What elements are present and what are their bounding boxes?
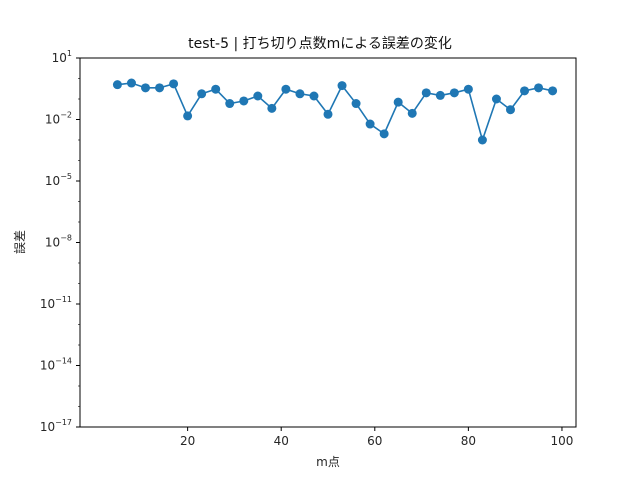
y-tick-label: 10−14 bbox=[40, 357, 72, 373]
y-tick-label: 10−5 bbox=[45, 172, 72, 188]
data-point bbox=[253, 91, 263, 101]
data-point bbox=[421, 88, 431, 98]
x-tick-label: 20 bbox=[180, 434, 195, 448]
data-point bbox=[155, 83, 165, 93]
data-point bbox=[267, 103, 277, 113]
data-point bbox=[393, 97, 403, 107]
x-tick-label: 100 bbox=[551, 434, 574, 448]
data-point bbox=[281, 84, 291, 94]
chart-title: test-5 | 打ち切り点数mによる誤差の変化 bbox=[188, 35, 452, 52]
data-point bbox=[365, 119, 375, 129]
data-point bbox=[169, 79, 179, 89]
data-point bbox=[141, 83, 151, 93]
y-tick-label: 10−11 bbox=[40, 295, 72, 311]
x-axis-ticks: 20 40 60 80 100 bbox=[180, 427, 573, 448]
y-tick-label: 101 bbox=[52, 49, 72, 65]
data-point bbox=[449, 88, 459, 98]
x-tick-label: 60 bbox=[367, 434, 382, 448]
data-point bbox=[520, 86, 530, 96]
data-point bbox=[112, 80, 122, 90]
data-point bbox=[435, 90, 445, 100]
data-point bbox=[463, 84, 473, 94]
data-point bbox=[309, 91, 319, 101]
data-point bbox=[379, 129, 389, 139]
x-tick-label: 80 bbox=[461, 434, 476, 448]
y-tick-label: 10−17 bbox=[40, 418, 72, 434]
x-tick-label: 40 bbox=[274, 434, 289, 448]
data-point bbox=[126, 78, 136, 88]
data-point bbox=[548, 86, 558, 96]
data-point bbox=[211, 84, 221, 94]
data-point bbox=[239, 96, 249, 106]
data-point bbox=[337, 81, 347, 91]
data-point bbox=[491, 94, 501, 104]
data-point bbox=[295, 89, 305, 99]
data-point bbox=[534, 83, 544, 93]
data-point bbox=[197, 89, 207, 99]
data-point bbox=[183, 111, 193, 121]
data-point bbox=[351, 99, 361, 109]
y-axis-ticks: 101 10−2 10−5 10−8 10−11 10−14 10−17 bbox=[40, 49, 80, 434]
data-point bbox=[323, 109, 333, 119]
y-axis-label: 誤差 bbox=[12, 230, 27, 254]
data-point bbox=[505, 105, 515, 115]
data-point bbox=[225, 99, 235, 109]
x-axis-label: m点 bbox=[316, 455, 340, 469]
series-layer bbox=[112, 78, 558, 145]
data-point bbox=[407, 108, 417, 118]
y-tick-label: 10−8 bbox=[45, 234, 72, 250]
y-tick-label: 10−2 bbox=[45, 111, 72, 127]
data-point bbox=[477, 135, 487, 145]
